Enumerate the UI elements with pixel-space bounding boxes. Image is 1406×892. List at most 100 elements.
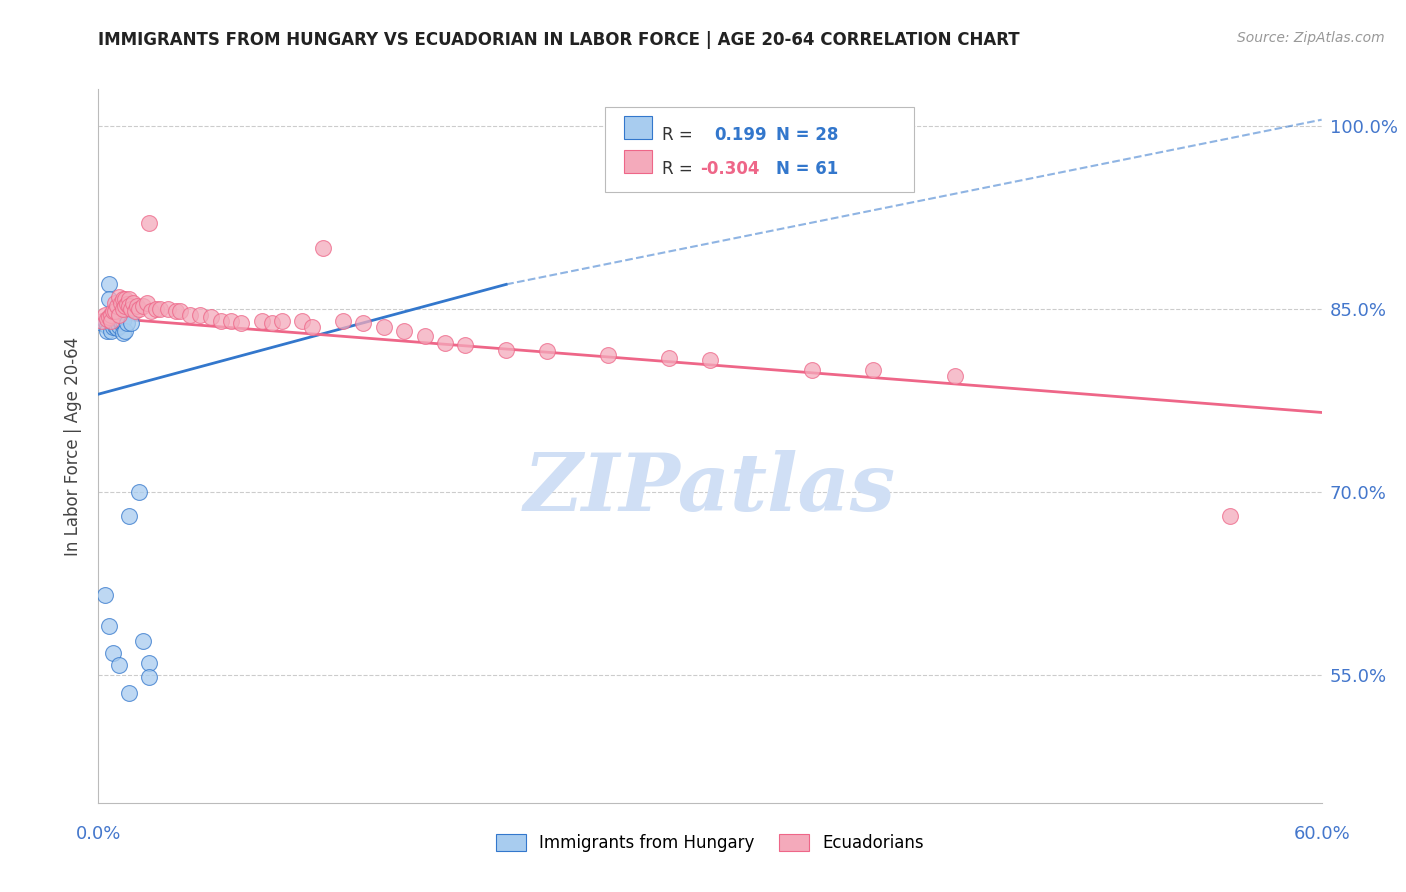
Point	[100, 324, 122, 338]
Point	[104, 304, 127, 318]
Point	[101, 314, 124, 328]
Point	[122, 295, 145, 310]
Point	[110, 295, 132, 310]
Point	[260, 317, 283, 331]
Text: 0.0%: 0.0%	[76, 825, 121, 843]
Point	[145, 301, 167, 316]
Point	[270, 314, 294, 328]
Text: 60.0%: 60.0%	[1294, 825, 1350, 843]
Text: N = 28: N = 28	[776, 126, 838, 144]
Text: 0.199: 0.199	[714, 126, 766, 144]
Point	[93, 308, 115, 322]
Point	[312, 241, 335, 255]
Point	[108, 308, 131, 322]
Point	[115, 317, 138, 331]
Text: N = 61: N = 61	[776, 160, 838, 178]
Point	[108, 289, 131, 303]
Legend: Immigrants from Hungary, Ecuadorians: Immigrants from Hungary, Ecuadorians	[489, 827, 931, 859]
Point	[1219, 509, 1241, 524]
Point	[118, 299, 141, 313]
Point	[138, 216, 160, 230]
Point	[179, 308, 201, 322]
Text: -0.304: -0.304	[700, 160, 759, 178]
Point	[209, 314, 232, 328]
Point	[118, 292, 141, 306]
Text: IMMIGRANTS FROM HUNGARY VS ECUADORIAN IN LABOR FORCE | AGE 20-64 CORRELATION CHA: IMMIGRANTS FROM HUNGARY VS ECUADORIAN IN…	[98, 31, 1019, 49]
Point	[943, 368, 966, 383]
Point	[495, 343, 517, 358]
Point	[101, 320, 124, 334]
Point	[413, 328, 436, 343]
Point	[111, 314, 134, 328]
Point	[699, 353, 721, 368]
Point	[96, 324, 118, 338]
Point	[93, 589, 115, 603]
Point	[100, 308, 122, 322]
Point	[105, 321, 128, 335]
Point	[108, 657, 131, 672]
Point	[598, 348, 620, 362]
Point	[373, 320, 395, 334]
Point	[108, 314, 131, 328]
Point	[231, 317, 253, 331]
Point	[96, 311, 118, 326]
Point	[434, 335, 457, 350]
Point	[132, 633, 155, 648]
Point	[111, 301, 134, 316]
Point	[332, 314, 354, 328]
Point	[104, 318, 127, 333]
Point	[801, 363, 824, 377]
Text: ZIPatlas: ZIPatlas	[524, 450, 896, 527]
Point	[291, 314, 314, 328]
Point	[141, 304, 163, 318]
Point	[114, 292, 136, 306]
Point	[101, 646, 124, 660]
Point	[110, 317, 132, 331]
Point	[110, 314, 132, 328]
Point	[97, 277, 120, 292]
Point	[136, 295, 159, 310]
Point	[138, 670, 160, 684]
Point	[658, 351, 681, 365]
Point	[114, 324, 136, 338]
Point	[120, 317, 142, 331]
Point	[138, 656, 160, 670]
Point	[104, 314, 127, 328]
Text: R =: R =	[662, 160, 693, 178]
Point	[219, 314, 242, 328]
Point	[100, 308, 122, 322]
Point	[91, 314, 114, 328]
Point	[111, 292, 134, 306]
Point	[97, 292, 120, 306]
Point	[101, 304, 124, 318]
Point	[114, 299, 136, 313]
Point	[104, 295, 127, 310]
Point	[108, 318, 131, 333]
Text: Source: ZipAtlas.com: Source: ZipAtlas.com	[1237, 31, 1385, 45]
Point	[93, 314, 115, 328]
Y-axis label: In Labor Force | Age 20-64: In Labor Force | Age 20-64	[65, 336, 83, 556]
Point	[188, 308, 212, 322]
Point	[392, 324, 416, 338]
Point	[536, 344, 558, 359]
Point	[97, 310, 120, 325]
Point	[128, 484, 150, 499]
Point	[301, 320, 323, 334]
Point	[165, 304, 187, 318]
Point	[127, 299, 149, 313]
Point	[111, 326, 134, 341]
Point	[115, 297, 138, 311]
Point	[91, 317, 114, 331]
Point	[105, 317, 128, 331]
Point	[96, 318, 118, 333]
Point	[118, 509, 141, 524]
Text: R =: R =	[662, 126, 693, 144]
Point	[100, 314, 122, 328]
Point	[120, 301, 142, 316]
Point	[97, 619, 120, 633]
Point	[454, 338, 477, 352]
Point	[118, 686, 141, 700]
Point	[352, 317, 374, 331]
Point	[132, 299, 155, 313]
Point	[128, 301, 150, 316]
